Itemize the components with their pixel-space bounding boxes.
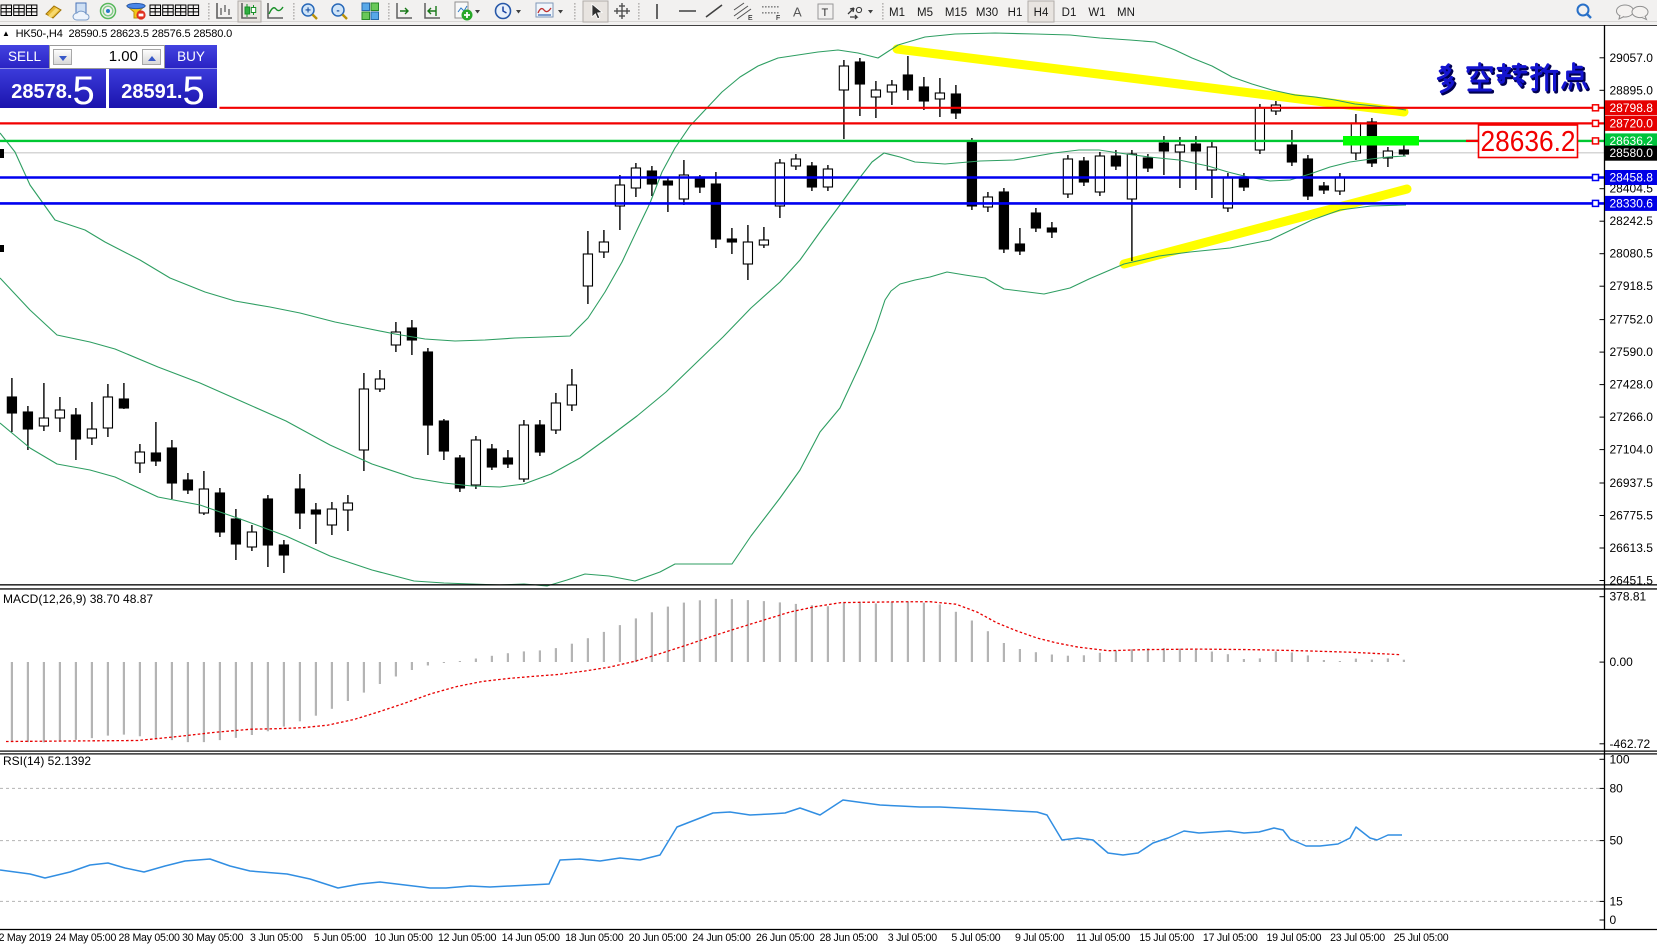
svg-text:26 Jun 05:00: 26 Jun 05:00 — [756, 932, 815, 944]
svg-text:28080.5: 28080.5 — [1610, 247, 1654, 261]
svg-text:3 Jul 05:00: 3 Jul 05:00 — [888, 932, 937, 944]
svg-text:28895.0: 28895.0 — [1610, 83, 1654, 97]
svg-text:27104.0: 27104.0 — [1610, 443, 1654, 457]
svg-text:23 Jul 05:00: 23 Jul 05:00 — [1330, 932, 1385, 944]
svg-text:24 May 05:00: 24 May 05:00 — [55, 932, 117, 944]
svg-text:28 May 05:00: 28 May 05:00 — [118, 932, 180, 944]
svg-text:M30: M30 — [976, 7, 998, 19]
svg-text:RSI(14) 52.1392: RSI(14) 52.1392 — [3, 754, 91, 768]
svg-text:F: F — [776, 15, 780, 22]
svg-text:28458.8: 28458.8 — [1610, 171, 1654, 185]
svg-text:28330.6: 28330.6 — [1610, 196, 1654, 210]
svg-text:100: 100 — [1610, 752, 1630, 766]
svg-text:H4: H4 — [1034, 7, 1049, 19]
svg-text:A: A — [793, 5, 802, 20]
svg-text:5 Jul 05:00: 5 Jul 05:00 — [951, 932, 1000, 944]
svg-text:28720.0: 28720.0 — [1610, 116, 1654, 130]
svg-text:28 Jun 05:00: 28 Jun 05:00 — [820, 932, 879, 944]
svg-text:E: E — [748, 15, 753, 22]
svg-text:25 Jul 05:00: 25 Jul 05:00 — [1394, 932, 1449, 944]
svg-text:11 Jul 05:00: 11 Jul 05:00 — [1076, 932, 1130, 944]
svg-text:M1: M1 — [889, 7, 905, 19]
svg-text:27918.5: 27918.5 — [1610, 279, 1654, 293]
svg-text:H1: H1 — [1008, 7, 1023, 19]
svg-text:27752.0: 27752.0 — [1610, 313, 1654, 327]
svg-text:27428.0: 27428.0 — [1610, 378, 1654, 392]
svg-text:5 Jun 05:00: 5 Jun 05:00 — [314, 932, 367, 944]
svg-text:T: T — [822, 7, 829, 19]
svg-text:28798.8: 28798.8 — [1610, 101, 1654, 115]
svg-text:+: + — [305, 5, 311, 16]
svg-text:M15: M15 — [945, 7, 967, 19]
svg-text:D1: D1 — [1062, 7, 1077, 19]
svg-text:378.81: 378.81 — [1610, 590, 1647, 604]
svg-text:28242.5: 28242.5 — [1610, 214, 1654, 228]
svg-text:80: 80 — [1610, 781, 1624, 795]
svg-text:3 Jun 05:00: 3 Jun 05:00 — [250, 932, 303, 944]
svg-text:28404.5: 28404.5 — [1610, 182, 1654, 196]
svg-text:26937.5: 26937.5 — [1610, 476, 1654, 490]
svg-text:15 Jul 05:00: 15 Jul 05:00 — [1139, 932, 1194, 944]
svg-text:2 May 2019: 2 May 2019 — [0, 932, 52, 944]
svg-text:17 Jul 05:00: 17 Jul 05:00 — [1203, 932, 1258, 944]
svg-text:28580.0: 28580.0 — [1610, 146, 1654, 160]
svg-text:12 Jun 05:00: 12 Jun 05:00 — [438, 932, 497, 944]
svg-text:-462.72: -462.72 — [1610, 737, 1651, 751]
svg-text:M5: M5 — [917, 7, 933, 19]
svg-text:0.00: 0.00 — [1610, 655, 1634, 669]
svg-text:27590.0: 27590.0 — [1610, 345, 1654, 359]
svg-text:0: 0 — [1610, 913, 1617, 927]
svg-text:18 Jun 05:00: 18 Jun 05:00 — [565, 932, 624, 944]
svg-text:50: 50 — [1610, 834, 1624, 848]
svg-text:27266.0: 27266.0 — [1610, 410, 1654, 424]
svg-text:28636.2: 28636.2 — [1610, 134, 1654, 148]
svg-text:MACD(12,26,9) 38.70 48.87: MACD(12,26,9) 38.70 48.87 — [3, 592, 153, 606]
svg-text:W1: W1 — [1088, 7, 1105, 19]
svg-text:14 Jun 05:00: 14 Jun 05:00 — [502, 932, 561, 944]
svg-text:9 Jul 05:00: 9 Jul 05:00 — [1015, 932, 1064, 944]
svg-text:20 Jun 05:00: 20 Jun 05:00 — [629, 932, 688, 944]
svg-text:MN: MN — [1117, 7, 1135, 19]
svg-text:10 Jun 05:00: 10 Jun 05:00 — [374, 932, 433, 944]
svg-text:26451.5: 26451.5 — [1610, 574, 1654, 588]
svg-text:26613.5: 26613.5 — [1610, 541, 1654, 555]
svg-text:26775.5: 26775.5 — [1610, 509, 1654, 523]
svg-text:15: 15 — [1610, 894, 1624, 908]
svg-text:28636.2: 28636.2 — [1481, 126, 1576, 158]
svg-text:30 May 05:00: 30 May 05:00 — [182, 932, 244, 944]
svg-text:-: - — [336, 5, 339, 16]
svg-text:19 Jul 05:00: 19 Jul 05:00 — [1267, 932, 1322, 944]
svg-text:24 Jun 05:00: 24 Jun 05:00 — [692, 932, 751, 944]
svg-text:29057.0: 29057.0 — [1610, 51, 1654, 65]
